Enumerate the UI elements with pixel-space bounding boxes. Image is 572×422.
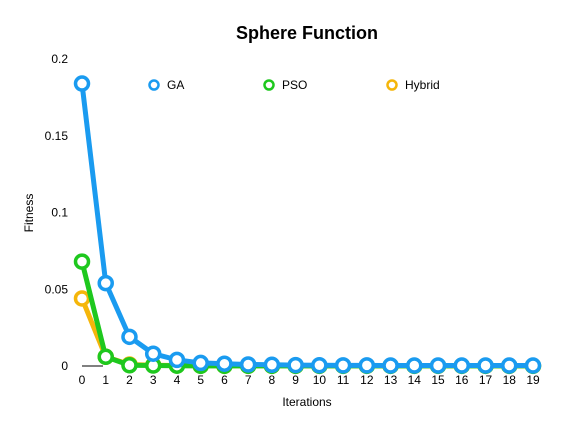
legend-item-ga: GA xyxy=(148,78,184,92)
x-tick-label: 5 xyxy=(197,373,204,387)
data-point-ga xyxy=(168,351,186,369)
legend-marker xyxy=(148,79,160,91)
y-axis-ticks: 0 0.05 0.1 0.15 0.2 xyxy=(45,52,69,373)
data-point-ga xyxy=(429,357,447,374)
x-axis-title: Iterations xyxy=(282,395,331,409)
series-hybrid xyxy=(73,290,542,375)
data-point-ga xyxy=(73,75,91,92)
x-tick-label: 6 xyxy=(221,373,228,387)
legend-label: Hybrid xyxy=(405,78,440,92)
data-point-ga xyxy=(501,357,518,374)
x-tick-label: 12 xyxy=(360,373,374,387)
x-tick-label: 15 xyxy=(431,373,445,387)
legend-label: GA xyxy=(167,78,184,92)
x-tick-label: 1 xyxy=(102,373,109,387)
x-tick-label: 7 xyxy=(245,373,252,387)
x-tick-label: 13 xyxy=(384,373,398,387)
legend-marker xyxy=(386,79,398,91)
x-tick-label: 10 xyxy=(313,373,327,387)
y-tick-label: 0.15 xyxy=(45,129,69,143)
data-point-ga xyxy=(192,354,209,372)
x-tick-label: 19 xyxy=(526,373,540,387)
x-tick-label: 14 xyxy=(408,373,422,387)
data-point-ga xyxy=(239,356,257,373)
series-ga xyxy=(73,75,542,374)
data-point-ga xyxy=(287,356,304,374)
x-axis-ticks: 0 1 2 3 4 5 6 7 8 9 10 11 12 13 14 15 16 17 18 19 xyxy=(79,373,540,387)
data-point-ga xyxy=(311,356,328,374)
data-point-ga xyxy=(453,357,471,374)
data-point-ga xyxy=(144,345,162,362)
data-point-ga xyxy=(216,355,233,372)
x-tick-label: 0 xyxy=(79,373,86,387)
x-tick-label: 8 xyxy=(269,373,276,387)
data-point-ga xyxy=(406,357,423,374)
legend: GA PSO Hybrid xyxy=(148,78,440,92)
x-tick-label: 3 xyxy=(150,373,157,387)
legend-marker xyxy=(263,79,275,91)
data-point-ga xyxy=(524,357,542,374)
x-tick-label: 9 xyxy=(292,373,299,387)
data-point-ga xyxy=(121,328,138,346)
legend-item-pso: PSO xyxy=(263,78,307,92)
x-tick-label: 11 xyxy=(337,373,350,387)
data-point-pso xyxy=(73,253,91,270)
data-point-ga xyxy=(263,356,281,374)
series-layer xyxy=(73,75,542,375)
y-tick-label: 0.2 xyxy=(51,52,68,66)
x-tick-label: 2 xyxy=(126,373,133,387)
data-point-ga xyxy=(97,274,114,292)
legend-item-hybrid: Hybrid xyxy=(386,78,440,92)
y-tick-label: 0 xyxy=(61,359,68,373)
data-point-hybrid xyxy=(73,290,91,307)
data-point-ga xyxy=(334,357,352,374)
data-point-ga xyxy=(358,357,376,374)
x-tick-label: 4 xyxy=(174,373,181,387)
y-tick-label: 0.1 xyxy=(51,206,68,220)
chart-title: Sphere Function xyxy=(236,23,378,43)
data-point-ga xyxy=(477,357,494,374)
data-point-ga xyxy=(382,357,399,374)
series-line-ga xyxy=(79,81,536,369)
x-tick-label: 16 xyxy=(455,373,469,387)
y-tick-label: 0.05 xyxy=(45,282,69,296)
data-point-pso xyxy=(121,356,138,374)
x-tick-label: 18 xyxy=(503,373,517,387)
y-axis-title: Fitness xyxy=(22,194,36,233)
data-point-pso xyxy=(97,348,114,366)
legend-label: PSO xyxy=(282,78,307,92)
x-tick-label: 17 xyxy=(479,373,493,387)
